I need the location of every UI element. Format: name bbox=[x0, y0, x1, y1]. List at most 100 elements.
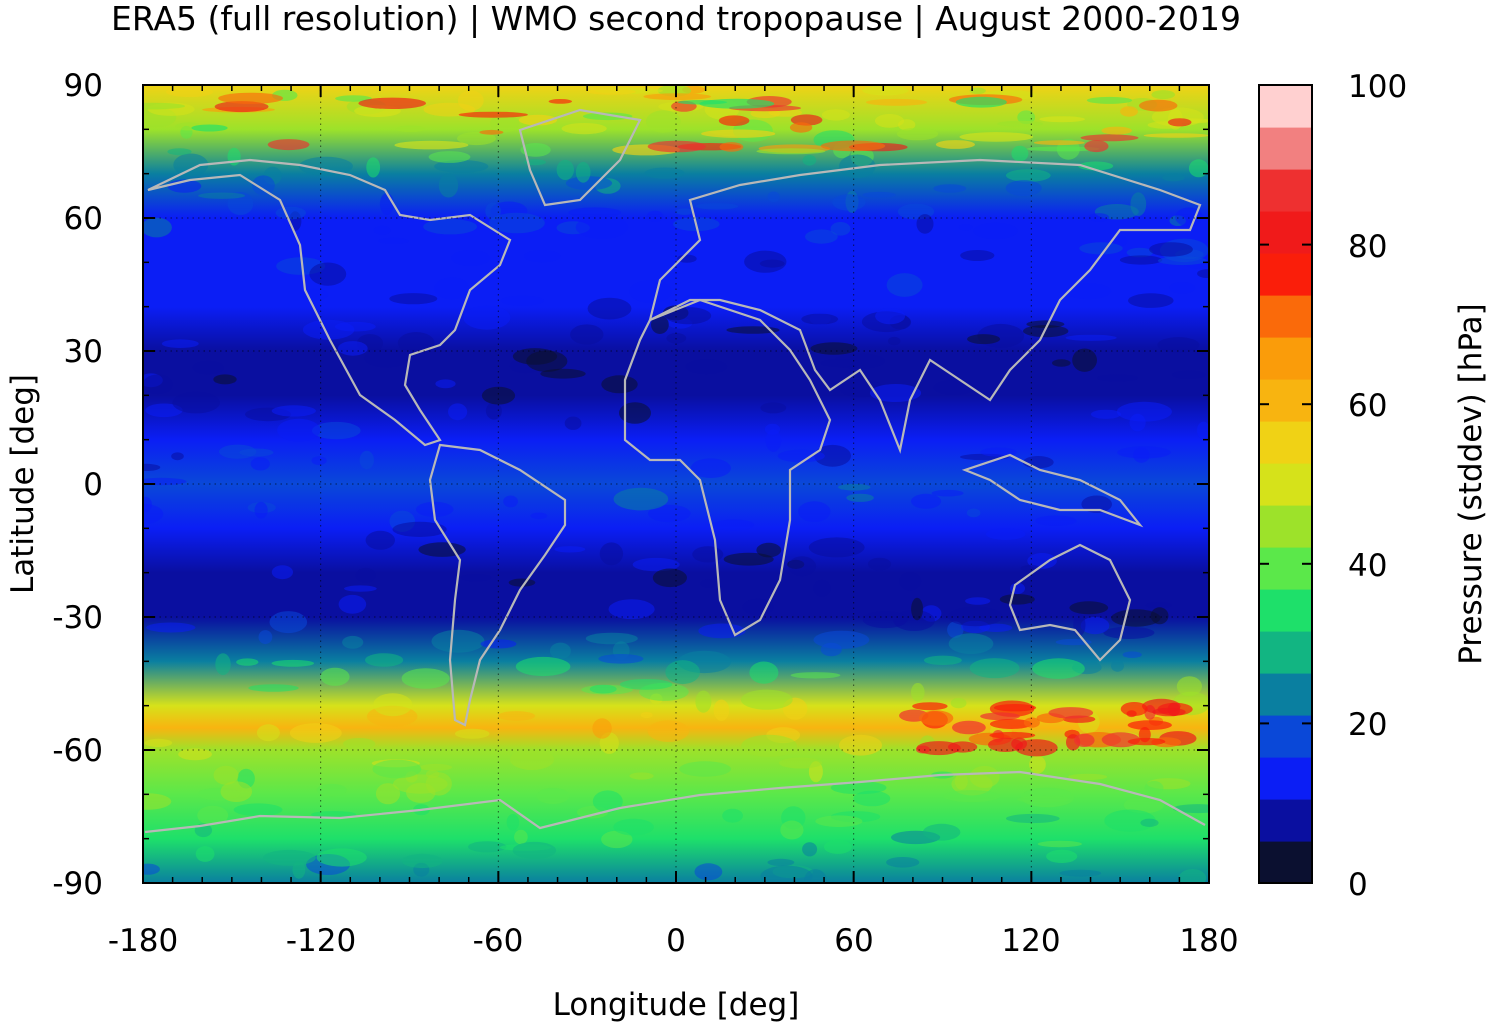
heatmap-patch bbox=[556, 159, 574, 180]
heatmap-patch bbox=[912, 702, 948, 711]
heatmap-patch bbox=[898, 119, 916, 131]
heatmap-patch bbox=[1079, 242, 1123, 255]
heatmap-patch bbox=[568, 207, 622, 218]
heatmap-patch bbox=[520, 143, 551, 157]
heatmap-patch bbox=[428, 151, 471, 163]
heatmap-patch bbox=[548, 99, 572, 104]
heatmap-patch bbox=[1059, 869, 1102, 877]
heatmap-patch bbox=[143, 463, 161, 471]
heatmap-patch bbox=[1026, 146, 1101, 152]
heatmap-patch bbox=[1150, 607, 1169, 625]
heatmap-patch bbox=[718, 115, 750, 126]
heatmap-patch bbox=[271, 659, 315, 667]
heatmap-patch bbox=[406, 782, 436, 803]
heatmap-patch bbox=[485, 402, 502, 420]
heatmap-patch bbox=[178, 748, 213, 761]
heatmap-patch bbox=[916, 214, 934, 234]
heatmap-patch bbox=[695, 203, 739, 210]
heatmap-patch bbox=[644, 167, 685, 179]
colorbar-segment bbox=[1259, 295, 1312, 338]
heatmap-patch bbox=[311, 456, 327, 465]
heatmap-patch bbox=[647, 140, 706, 153]
colorbar-segment bbox=[1259, 631, 1312, 674]
heatmap-patch bbox=[1114, 235, 1128, 247]
heatmap-patch bbox=[402, 853, 443, 869]
heatmap-patch bbox=[1122, 651, 1142, 658]
heatmap-patch bbox=[379, 193, 394, 215]
heatmap-patch bbox=[1065, 334, 1117, 341]
heatmap-patch bbox=[167, 148, 192, 156]
heatmap-patch bbox=[820, 359, 862, 368]
x-tick-label: 0 bbox=[666, 923, 686, 959]
heatmap-patch bbox=[1188, 159, 1209, 178]
heatmap-patch bbox=[680, 293, 724, 312]
heatmap-patch bbox=[1139, 99, 1178, 112]
y-tick-label: 30 bbox=[64, 334, 103, 370]
heatmap-patch bbox=[233, 803, 283, 817]
heatmap-patch bbox=[530, 512, 548, 520]
heatmap-patch bbox=[570, 324, 604, 345]
heatmap-patch bbox=[463, 305, 511, 330]
heatmap-patch bbox=[911, 597, 924, 621]
heatmap-patch bbox=[1167, 702, 1181, 717]
heatmap-patch bbox=[820, 642, 842, 657]
heatmap-patch bbox=[1065, 283, 1112, 300]
heatmap-patch bbox=[814, 444, 851, 467]
heatmap-patch bbox=[1169, 282, 1196, 294]
heatmap-patch bbox=[947, 621, 964, 639]
heatmap-patch bbox=[236, 658, 259, 666]
heatmap-patch bbox=[722, 808, 743, 823]
heatmap-patch bbox=[434, 277, 470, 300]
heatmap-patch bbox=[431, 629, 485, 653]
heatmap-patch bbox=[647, 504, 691, 523]
heatmap-patch bbox=[1128, 293, 1174, 308]
heatmap-patch bbox=[719, 142, 744, 152]
heatmap-patch bbox=[1074, 733, 1095, 747]
heatmap-patch bbox=[316, 848, 367, 867]
heatmap-patch bbox=[434, 160, 489, 173]
colorbar-segment bbox=[1259, 421, 1312, 464]
heatmap-patch bbox=[419, 763, 453, 771]
heatmap-patch bbox=[1176, 676, 1202, 697]
heatmap-patch bbox=[335, 95, 372, 102]
heatmap-patch bbox=[1052, 359, 1071, 367]
heatmap-patch bbox=[919, 710, 954, 726]
heatmap-patch bbox=[564, 416, 582, 430]
heatmap-patch bbox=[312, 421, 361, 440]
colorbar-tick-label: 40 bbox=[1348, 548, 1387, 584]
x-tick-label: 180 bbox=[1179, 923, 1238, 959]
heatmap-patch bbox=[651, 315, 669, 335]
heatmap-patch bbox=[853, 790, 891, 807]
heatmap-patch bbox=[943, 790, 1000, 803]
heatmap-patch bbox=[862, 85, 909, 96]
heatmap-patch bbox=[389, 293, 438, 305]
heatmap-patch bbox=[392, 521, 447, 538]
heatmap-patch bbox=[1116, 401, 1172, 422]
heatmap-patch bbox=[802, 842, 818, 857]
heatmap-patch bbox=[1197, 421, 1209, 440]
heatmap-patch bbox=[1023, 717, 1040, 728]
colorbar-tick-label: 100 bbox=[1348, 69, 1407, 105]
heatmap-patch bbox=[509, 749, 555, 770]
heatmap-patch bbox=[958, 224, 973, 231]
heatmap-patch bbox=[554, 546, 586, 553]
heatmap-patch bbox=[804, 869, 827, 883]
colorbar-segment bbox=[1259, 589, 1312, 632]
heatmap-patch bbox=[698, 623, 746, 639]
heatmap-patch bbox=[1104, 809, 1156, 832]
heatmap-patch bbox=[832, 194, 866, 211]
heatmap-patch bbox=[485, 202, 501, 220]
heatmap-patch bbox=[980, 447, 1017, 457]
heatmap-patch bbox=[302, 319, 355, 340]
heatmap-patch bbox=[457, 90, 484, 111]
heatmap-patch bbox=[289, 723, 342, 743]
heatmap-patch bbox=[1162, 173, 1185, 182]
heatmap-patch bbox=[490, 114, 520, 133]
heatmap-patch bbox=[999, 594, 1035, 605]
heatmap-patch bbox=[665, 307, 712, 325]
heatmap-patch bbox=[366, 157, 381, 178]
y-tick-label: -90 bbox=[52, 866, 103, 902]
heatmap-patch bbox=[619, 402, 651, 424]
heatmap-patch bbox=[481, 386, 516, 405]
heatmap-patch bbox=[923, 655, 962, 665]
